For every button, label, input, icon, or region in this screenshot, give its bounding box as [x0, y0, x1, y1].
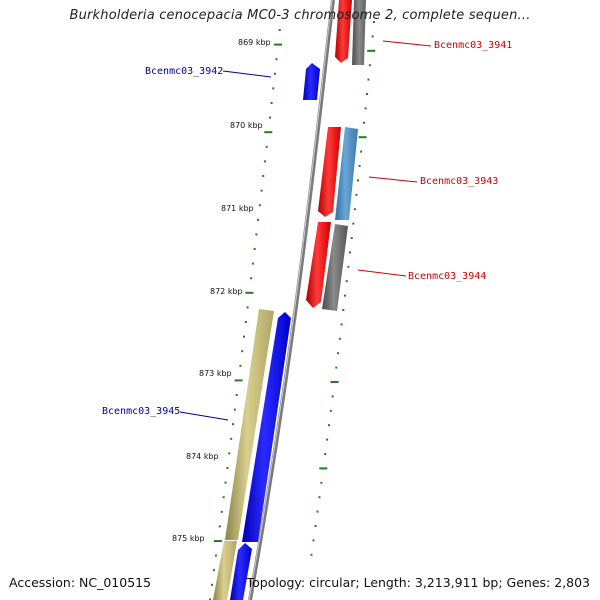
gene-label-3945[interactable]: Bcenmc03_3945 [102, 406, 180, 417]
feature-gray-top[interactable] [352, 0, 368, 65]
features [213, 0, 368, 600]
tick-label-873: 873 kbp [199, 369, 232, 378]
tick-label-869: 869 kbp [238, 38, 271, 47]
tick-label-874: 874 kbp [186, 452, 219, 461]
feature-khaki-lower[interactable] [213, 541, 237, 600]
chromosome-backbone [248, 0, 335, 600]
accession-label: Accession: NC_010515 [9, 575, 152, 590]
gene-label-3943[interactable]: Bcenmc03_3943 [420, 176, 498, 187]
gene-label-3944[interactable]: Bcenmc03_3944 [408, 271, 486, 282]
feature-bcenmc03-3941[interactable] [335, 0, 352, 63]
gene-leaders [179, 40, 432, 421]
feature-blue-bottom[interactable] [230, 543, 252, 600]
gene-label-3941[interactable]: Bcenmc03_3941 [434, 40, 512, 51]
tick-label-871: 871 kbp [221, 204, 254, 213]
tick-label-870: 870 kbp [230, 121, 263, 130]
feature-bcenmc03-3942[interactable] [303, 63, 320, 100]
feature-steelblue[interactable] [335, 127, 358, 220]
feature-gray-mid[interactable] [322, 224, 348, 311]
feature-bcenmc03-3945[interactable] [242, 312, 291, 542]
outer-ruler [310, 21, 376, 556]
tick-label-875: 875 kbp [172, 534, 205, 543]
sequence-title: Burkholderia cenocepacia MC0-3 chromosom… [69, 8, 531, 23]
feature-bcenmc03-3944[interactable] [306, 222, 331, 308]
tick-ruler [209, 29, 283, 600]
tick-label-872: 872 kbp [210, 287, 243, 296]
topology-summary: Topology: circular; Length: 3,213,911 bp… [246, 575, 590, 590]
gene-label-3942[interactable]: Bcenmc03_3942 [145, 66, 223, 77]
feature-bcenmc03-3943[interactable] [318, 127, 341, 217]
feature-khaki[interactable] [225, 309, 274, 540]
